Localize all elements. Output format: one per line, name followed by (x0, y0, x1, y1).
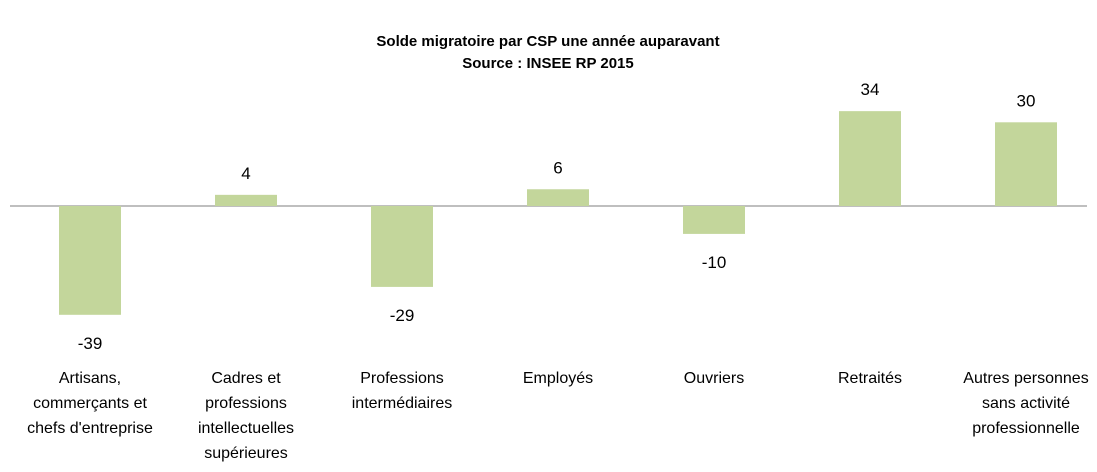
x-tick-label: Cadres et professions intellectuelles su… (197, 370, 295, 462)
bar (995, 122, 1057, 206)
data-label: 30 (1017, 91, 1036, 110)
bar (215, 194, 277, 206)
chart-title: Solde migratoire par CSP une année aupar… (376, 33, 719, 50)
data-label: -10 (702, 253, 727, 272)
chart-subtitle: Source : INSEE RP 2015 (462, 55, 633, 72)
data-label: 6 (553, 158, 562, 177)
data-label: 4 (241, 164, 250, 183)
x-tick-label: Ouvriers (683, 370, 745, 387)
x-tick-label: Professions intermédiaires (351, 370, 453, 412)
bar (527, 189, 589, 206)
data-label: -29 (390, 306, 415, 325)
data-label: 34 (861, 80, 880, 99)
bar (839, 111, 901, 206)
x-tick-label: Retraités (837, 370, 903, 387)
x-tick-label: Autres personnes sans activité professio… (963, 370, 1089, 437)
data-label: -39 (78, 334, 103, 353)
x-tick-label: Employés (522, 370, 594, 387)
bar (371, 206, 433, 287)
x-tick-label: Artisans, commerçants et chefs d'entrepr… (27, 370, 153, 437)
bar (683, 206, 745, 234)
bar (59, 206, 121, 315)
